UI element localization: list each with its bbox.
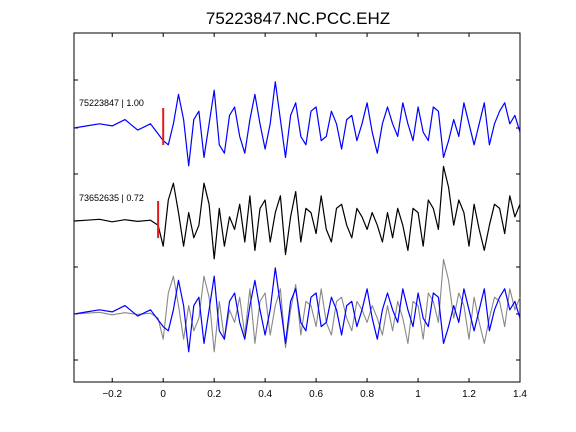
trace-area: 75223847 | 1.00 73652635 | 0.72 <box>73 81 521 353</box>
x-axis: −0.2 0 0.2 0.4 0.6 0.8 1 1.2 1.4 <box>102 33 527 400</box>
x-tick-label: 0 <box>160 389 166 400</box>
overlay-trace-2 <box>73 258 521 353</box>
trace-label-0: 75223847 | 1.00 <box>79 98 144 108</box>
trace-label-1: 73652635 | 0.72 <box>79 193 144 203</box>
x-tick-label: 0.2 <box>207 389 221 400</box>
x-tick-label: −0.2 <box>102 389 122 400</box>
x-tick-label: 0.4 <box>258 389 272 400</box>
x-tick-label: 1.2 <box>462 389 476 400</box>
x-tick-label: 0.6 <box>309 389 323 400</box>
x-tick-label: 1 <box>415 389 421 400</box>
chart-title: 75223847.NC.PCC.EHZ <box>206 9 390 28</box>
waveform-trace-2 <box>73 267 521 353</box>
x-tick-label: 0.8 <box>360 389 374 400</box>
waveform-trace-1 <box>73 165 521 260</box>
waveform-trace-0 <box>73 81 521 167</box>
x-tick-label: 1.4 <box>513 389 527 400</box>
